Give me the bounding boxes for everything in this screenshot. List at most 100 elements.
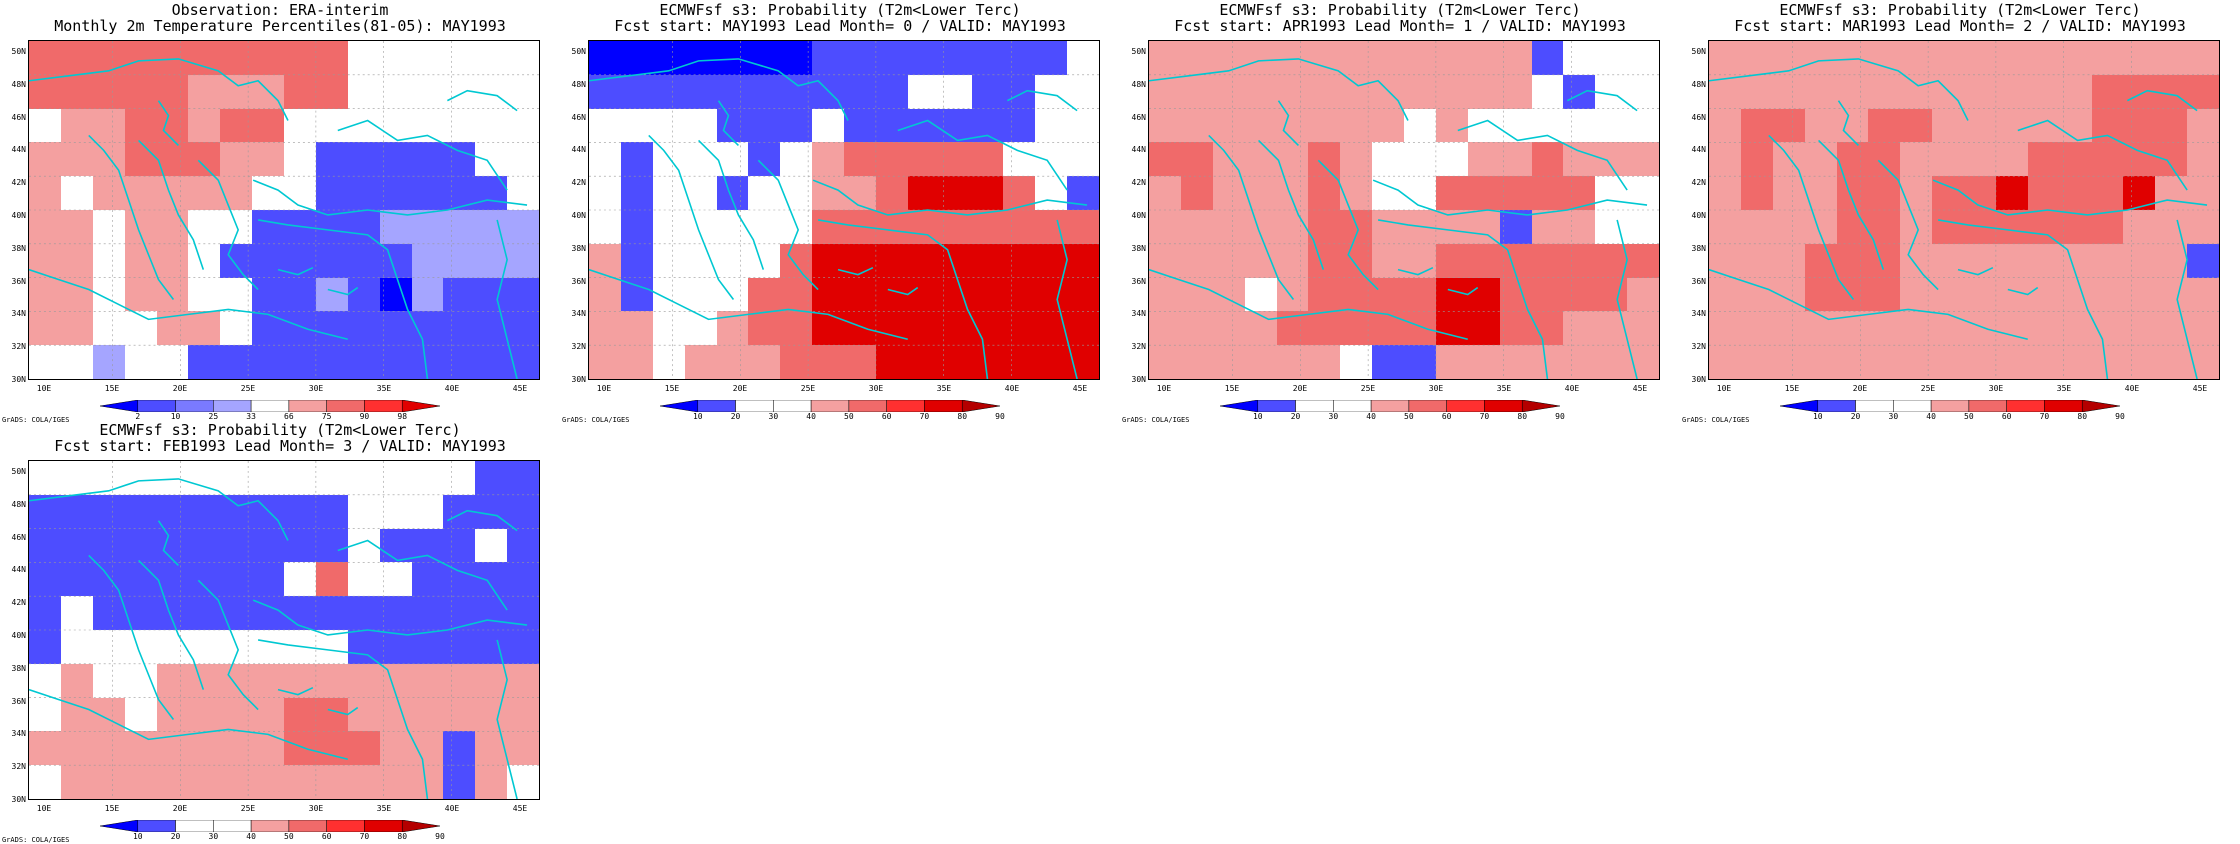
grid-cell — [347, 41, 380, 75]
grid-cell — [443, 765, 476, 799]
lat-label: 32N — [1131, 342, 1146, 352]
grid-cell — [252, 142, 284, 177]
coastline — [29, 478, 289, 541]
grid-cell — [748, 209, 781, 244]
grid-cell — [156, 494, 189, 529]
grid-cell — [1244, 345, 1277, 379]
shaded-grid — [589, 41, 1099, 379]
coastline — [29, 58, 289, 121]
coastline — [138, 139, 205, 270]
grid-cell — [1212, 345, 1245, 379]
colorbar-label: 33 — [246, 412, 256, 421]
grid-cell — [1149, 209, 1181, 244]
grid-cell — [379, 41, 412, 75]
lon-label: 35E — [936, 384, 952, 393]
grid-cell — [1964, 311, 1996, 346]
grid-cell — [92, 731, 125, 766]
lon-label: 15E — [104, 384, 120, 393]
colorbar-label: 60 — [2001, 412, 2012, 421]
grid-cell — [1180, 345, 1213, 379]
grid-cell — [284, 74, 316, 109]
lon-label: 45E — [1072, 384, 1088, 393]
grid-cell — [124, 494, 157, 529]
grid-cell — [1212, 176, 1245, 210]
grid-cell — [252, 345, 284, 379]
colorbar-label: 25 — [208, 412, 219, 421]
grid-cell — [29, 596, 61, 630]
grid-cell — [60, 176, 93, 210]
grid-cell — [652, 74, 685, 109]
colorbar-label: 80 — [2077, 412, 2088, 421]
grid-cell — [907, 209, 940, 244]
grid-cell — [1003, 108, 1036, 143]
grid-cell — [780, 108, 813, 143]
colorbar-label: 30 — [208, 832, 219, 841]
coastline-overlay — [1149, 58, 1648, 379]
colorbar-swatch — [250, 400, 290, 412]
coastline — [1208, 134, 1295, 300]
grid-cell — [1932, 108, 1964, 143]
colorbar-swatch — [100, 400, 139, 412]
grid-cell — [29, 461, 61, 495]
colorbar-swatch — [2044, 400, 2083, 412]
grid-cell — [475, 562, 508, 597]
grid-cell — [347, 731, 380, 766]
colorbar-label: 20 — [1850, 412, 1861, 421]
grid-cell — [124, 765, 157, 799]
grid-cell — [1467, 74, 1500, 109]
colorbar-swatch — [1893, 400, 1932, 412]
grid-cell — [1372, 142, 1404, 177]
grid-cell — [443, 461, 476, 495]
grid-cell — [2027, 277, 2060, 312]
coastline — [837, 266, 874, 276]
grid-cell — [939, 176, 972, 210]
grid-cell — [252, 108, 284, 143]
grid-cell — [1180, 74, 1213, 109]
grid-cell — [443, 528, 476, 563]
grid-cell — [1276, 176, 1309, 210]
grid-cell — [379, 562, 412, 597]
grid-cell — [29, 277, 61, 312]
grid-cell — [411, 142, 444, 177]
grid-cell — [379, 528, 412, 563]
grid-cell — [1340, 176, 1373, 210]
grid-cell — [1180, 277, 1213, 312]
grid-cell — [684, 108, 717, 143]
colorbar-label: 30 — [1328, 412, 1339, 421]
grid-cell — [411, 562, 444, 597]
grid-cell — [443, 629, 476, 664]
grid-cell — [220, 528, 253, 563]
colorbar-label: 50 — [284, 832, 294, 841]
grid-cell — [1067, 41, 1099, 75]
coastline — [1317, 159, 1379, 291]
grid-cell — [1180, 142, 1213, 177]
grid-cell — [1372, 108, 1404, 143]
grid-cell — [2187, 108, 2219, 143]
lat-label: 32N — [1691, 342, 1706, 352]
grid-cell — [684, 277, 717, 312]
shaded-grid — [29, 41, 539, 379]
grid-cell — [1467, 311, 1500, 346]
grid-cell — [188, 311, 221, 346]
grid-cell — [252, 209, 284, 244]
grid-cell — [1035, 243, 1068, 278]
grid-cell — [1836, 108, 1869, 143]
grid-cell — [315, 108, 348, 143]
grid-cell — [875, 311, 908, 346]
colorbar-label: 10 — [1252, 412, 1263, 421]
grid-cell — [1932, 41, 1964, 75]
grid-cell — [1340, 277, 1373, 312]
grid-cell — [1435, 243, 1468, 278]
grid-cell — [1627, 108, 1659, 143]
grid-cell — [716, 176, 749, 210]
grid-cell — [620, 41, 653, 75]
grid-cell — [315, 629, 348, 664]
grid-cell — [475, 41, 508, 75]
grid-cell — [1035, 108, 1068, 143]
grid-cell — [620, 176, 653, 210]
grid-cell — [1404, 41, 1436, 75]
grid-cell — [971, 243, 1004, 278]
colorbar-swatch — [1370, 400, 1410, 412]
grid-cell — [1563, 277, 1596, 312]
grid-cell — [812, 209, 844, 244]
